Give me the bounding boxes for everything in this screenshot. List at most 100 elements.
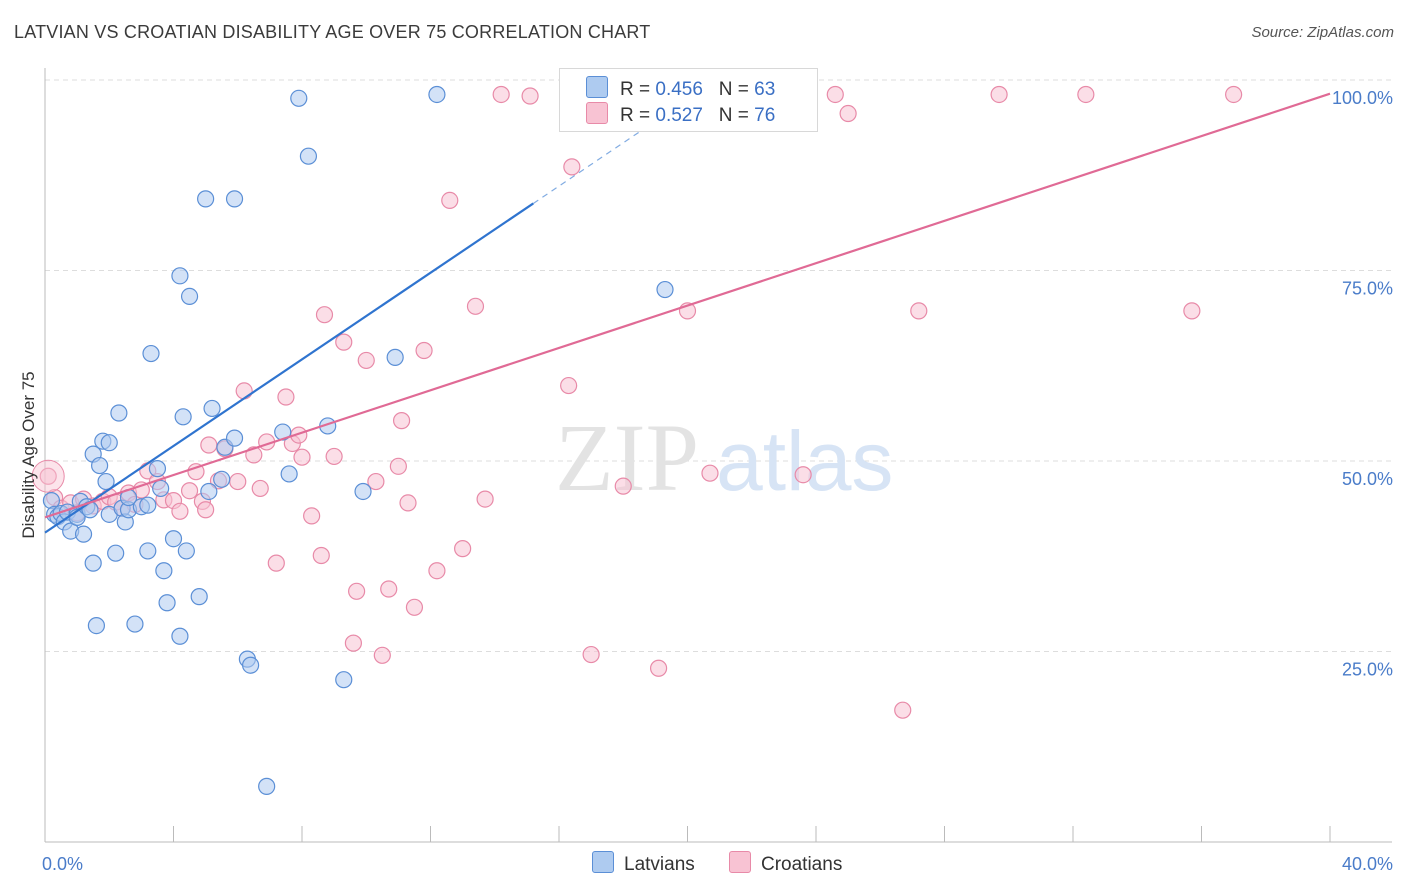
- x-tick-label: 0.0%: [42, 854, 83, 874]
- croatian-point: [563, 158, 581, 176]
- y-tick-label: 75.0%: [1342, 279, 1393, 299]
- croatian-point: [344, 634, 362, 652]
- croatian-point: [894, 701, 912, 719]
- croatian-point: [357, 351, 375, 370]
- croatian-point: [251, 479, 269, 498]
- croatians-n-value: 76: [754, 105, 776, 126]
- latvian-point: [126, 615, 144, 633]
- croatian-point: [171, 502, 189, 520]
- croatian-point: [415, 341, 433, 360]
- latvian-point: [174, 408, 192, 426]
- croatian-point: [428, 562, 446, 580]
- y-tick-label: 25.0%: [1342, 660, 1393, 680]
- latvian-point: [100, 434, 118, 452]
- latvian-point: [242, 656, 260, 674]
- latvian-point: [97, 472, 115, 491]
- x-tick-label: 40.0%: [1342, 854, 1393, 874]
- legend-row-croatians: R = 0.527 N = 76: [586, 102, 775, 128]
- latvian-point: [335, 671, 353, 689]
- latvian-point: [158, 594, 176, 612]
- croatians-r-label: R =: [620, 105, 651, 126]
- y-tick-label: 100.0%: [1332, 88, 1393, 108]
- latvian-point: [164, 530, 183, 548]
- latvian-point: [197, 190, 215, 208]
- latvian-point: [84, 554, 102, 572]
- latvian-point: [139, 496, 157, 514]
- croatian-point: [367, 472, 385, 491]
- latvian-point: [203, 399, 221, 418]
- croatian-point: [454, 540, 472, 558]
- croatians-swatch: [586, 102, 608, 124]
- y-tick-label: 50.0%: [1342, 469, 1393, 489]
- latvian-point: [180, 287, 199, 306]
- latvian-point: [258, 777, 276, 795]
- latvian-point: [139, 542, 157, 560]
- croatians-legend-swatch: [729, 851, 751, 873]
- croatian-point: [614, 477, 632, 495]
- croatian-point: [229, 472, 247, 491]
- croatian-point: [1077, 85, 1095, 104]
- croatian-point: [293, 448, 311, 466]
- croatian-point: [312, 546, 330, 565]
- croatian-point: [399, 494, 417, 512]
- latvian-point: [354, 482, 372, 501]
- latvian-point: [91, 456, 109, 475]
- croatian-point: [910, 302, 928, 320]
- croatian-point: [492, 85, 510, 104]
- latvians-trend-line: [44, 202, 534, 534]
- latvian-point: [225, 429, 244, 447]
- croatian-point: [1225, 85, 1243, 104]
- croatians-n-label: N =: [718, 105, 749, 126]
- y-axis-title: Disability Age Over 75: [19, 371, 38, 538]
- croatians-legend-label: Croatians: [761, 854, 843, 875]
- y-tick-labels: 25.0% 50.0% 75.0% 100.0%: [1332, 88, 1393, 680]
- latvians-legend-label: Latvians: [624, 854, 695, 875]
- croatians-trend-line: [44, 92, 1331, 519]
- latvian-point: [280, 465, 298, 483]
- legend-item-latvians: Latvians: [592, 851, 695, 876]
- latvian-point: [171, 267, 189, 285]
- croatian-point: [441, 191, 459, 209]
- latvian-point: [87, 616, 106, 635]
- latvian-point: [428, 85, 446, 104]
- latvian-point: [225, 190, 244, 208]
- latvian-point: [190, 588, 208, 606]
- latvian-point: [200, 482, 218, 501]
- croatian-point: [1183, 302, 1201, 320]
- gridlines: [45, 79, 1392, 652]
- croatian-point-large: [31, 459, 65, 493]
- croatian-point: [325, 447, 343, 466]
- croatian-point: [335, 333, 353, 351]
- croatian-point: [303, 507, 321, 525]
- croatian-point: [826, 85, 844, 104]
- source-credit: Source: ZipAtlas.com: [1251, 24, 1394, 41]
- croatian-point: [839, 104, 857, 123]
- latvians-r-label: R =: [620, 79, 651, 100]
- croatian-point: [197, 501, 215, 519]
- croatian-point: [200, 436, 218, 454]
- latvian-point: [155, 562, 173, 580]
- croatian-point: [235, 382, 253, 400]
- chart-title: LATVIAN VS CROATIAN DISABILITY AGE OVER …: [14, 22, 651, 42]
- latvian-point: [152, 479, 170, 498]
- legend-row-latvians: R = 0.456 N = 63: [586, 76, 775, 102]
- latvian-point: [107, 544, 125, 562]
- croatian-point: [180, 482, 199, 500]
- croatian-point: [521, 87, 539, 105]
- croatian-point: [290, 426, 308, 444]
- latvian-point: [171, 627, 189, 645]
- croatian-point: [389, 457, 407, 475]
- watermark-atlas: atlas: [716, 414, 893, 508]
- croatian-point: [187, 463, 205, 481]
- latvian-point: [290, 89, 308, 107]
- latvians-n-label: N =: [718, 79, 749, 100]
- croatians-r-value: 0.527: [655, 105, 703, 126]
- croatian-point: [476, 490, 494, 508]
- latvian-point: [148, 460, 167, 478]
- x-tick-labels: 0.0% 40.0%: [42, 854, 1393, 874]
- latvians-r-value: 0.456: [655, 79, 703, 100]
- croatian-point: [380, 580, 398, 598]
- legend-item-croatians: Croatians: [729, 851, 842, 876]
- latvians-n-value: 63: [754, 79, 776, 100]
